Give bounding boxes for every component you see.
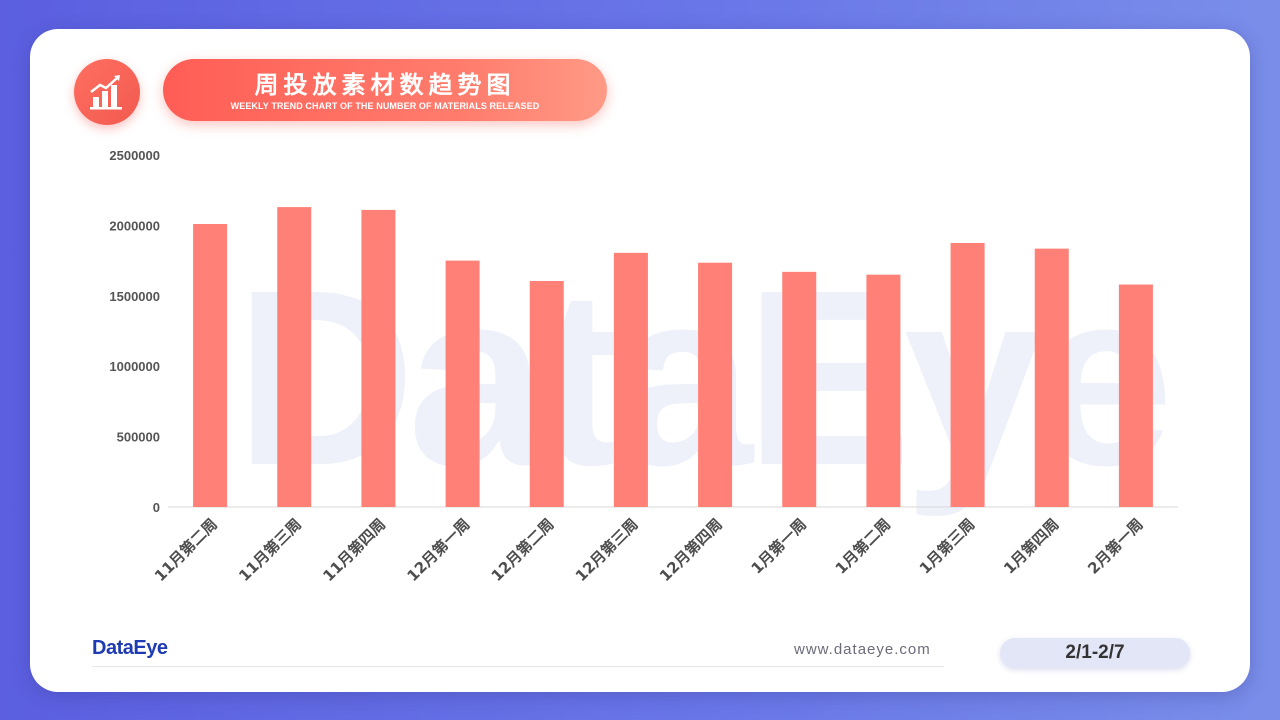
slide-card: DataEye 周投放素材数趋势图 WEEKLY TREND CHART OF … (30, 29, 1250, 692)
bar (613, 252, 648, 507)
x-tick-label: 11月第二周 (151, 515, 221, 585)
website-text[interactable]: www.dataeye.com (794, 641, 931, 658)
title-banner: 周投放素材数趋势图 WEEKLY TREND CHART OF THE NUMB… (163, 59, 607, 121)
date-range-badge: 2/1-2/7 (1000, 638, 1190, 668)
chart-subtitle: WEEKLY TREND CHART OF THE NUMBER OF MATE… (230, 101, 540, 111)
x-tick-label: 1月第三周 (916, 515, 979, 578)
bar (445, 260, 480, 507)
bar (1034, 248, 1069, 507)
x-tick-label: 11月第三周 (235, 515, 305, 585)
footer-divider (92, 666, 944, 667)
y-tick-label: 1500000 (109, 289, 160, 304)
y-tick-label: 1000000 (109, 359, 160, 374)
bar (782, 271, 817, 507)
x-tick-label: 11月第四周 (319, 515, 389, 585)
y-tick-label: 500000 (117, 430, 160, 445)
x-tick-label: 2月第一周 (1084, 515, 1147, 578)
bar-chart: 0 500000 1000000 1500000 2000000 2500000 11月第二… (109, 148, 1178, 585)
bar (950, 243, 985, 507)
x-tick-label: 1月第一周 (748, 515, 811, 578)
x-tick-label: 12月第一周 (403, 515, 473, 585)
bar (866, 274, 901, 507)
dataeye-logo: DataEye (92, 637, 168, 659)
bar (1118, 284, 1153, 507)
bar (277, 207, 312, 507)
chart-title: 周投放素材数趋势图 (254, 71, 516, 99)
y-tick-label: 2000000 (109, 218, 160, 233)
bar (193, 223, 228, 507)
bar (698, 262, 733, 507)
bar (529, 281, 564, 507)
x-tick-label: 12月第二周 (488, 515, 558, 585)
x-tick-label: 1月第二周 (832, 515, 895, 578)
bar (361, 209, 396, 508)
bar-chart-trend-icon (74, 59, 140, 125)
x-tick-label: 1月第四周 (1000, 515, 1063, 578)
y-tick-label: 0 (153, 500, 160, 515)
x-tick-label: 12月第三周 (572, 515, 642, 585)
x-tick-label: 12月第四周 (656, 515, 726, 585)
y-tick-label: 2500000 (109, 148, 160, 163)
